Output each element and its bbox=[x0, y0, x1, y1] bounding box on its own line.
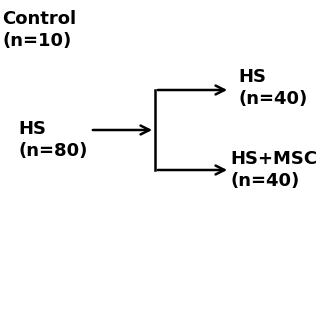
Text: (n=40): (n=40) bbox=[238, 90, 307, 108]
Text: HS: HS bbox=[18, 120, 46, 138]
Text: HS+MSC: HS+MSC bbox=[230, 150, 317, 168]
Text: HS: HS bbox=[238, 68, 266, 86]
Text: (n=10): (n=10) bbox=[2, 32, 71, 50]
Text: Control: Control bbox=[2, 10, 76, 28]
Text: (n=40): (n=40) bbox=[230, 172, 299, 190]
Text: (n=80): (n=80) bbox=[18, 142, 87, 160]
